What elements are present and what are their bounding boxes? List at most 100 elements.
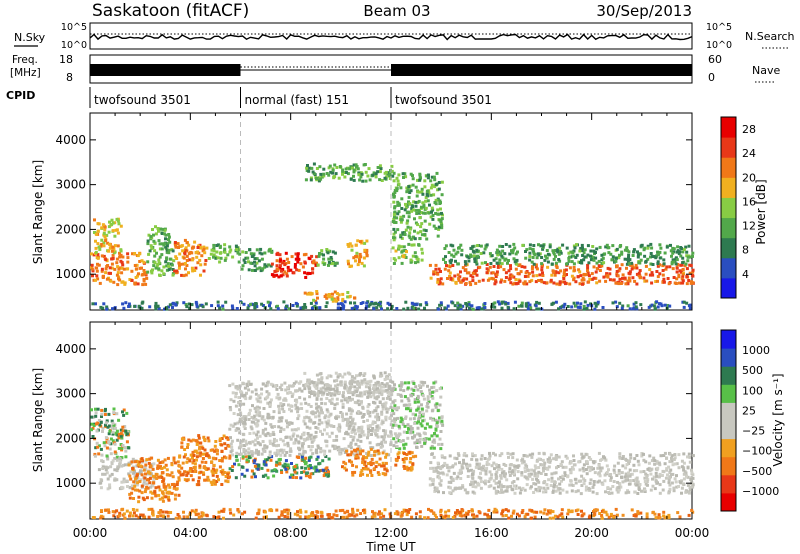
data-cell <box>467 256 471 259</box>
data-cell <box>315 167 319 170</box>
data-cell <box>425 422 429 426</box>
data-cell <box>327 470 330 474</box>
data-cell <box>369 454 373 457</box>
data-cell <box>487 462 491 466</box>
data-cell <box>250 390 254 394</box>
data-cell <box>361 457 365 461</box>
data-cell <box>432 385 436 389</box>
data-cell <box>594 251 597 254</box>
data-cell <box>352 170 356 174</box>
data-cell <box>429 193 433 197</box>
data-cell <box>255 424 259 428</box>
data-cell <box>500 306 504 310</box>
data-cell <box>506 261 509 265</box>
data-cell <box>204 259 208 262</box>
data-cell <box>594 276 598 280</box>
data-cell <box>604 458 608 462</box>
data-cell <box>633 279 637 283</box>
data-cell <box>207 257 211 260</box>
data-cell <box>231 465 235 469</box>
data-cell <box>230 439 234 443</box>
data-cell <box>281 450 285 454</box>
data-cell <box>362 433 366 437</box>
data-cell <box>121 263 125 267</box>
data-cell <box>341 168 345 172</box>
data-cell <box>464 282 468 285</box>
data-cell <box>261 382 265 386</box>
cpid-segment-label: twofsound 3501 <box>94 93 191 107</box>
data-cell <box>333 447 337 451</box>
data-cell <box>244 256 248 260</box>
data-cell <box>542 281 546 285</box>
data-cell <box>338 447 341 451</box>
data-cell <box>288 453 292 457</box>
data-cell <box>251 254 255 258</box>
data-cell <box>385 389 389 392</box>
data-cell <box>189 250 193 254</box>
data-cell <box>397 246 401 250</box>
data-cell <box>600 262 604 265</box>
data-cell <box>265 383 269 387</box>
data-cell <box>285 304 288 308</box>
data-cell <box>514 252 518 256</box>
data-cell <box>688 271 692 275</box>
data-cell <box>216 449 219 453</box>
data-cell <box>100 254 104 258</box>
data-cell <box>330 297 334 301</box>
data-cell <box>303 462 307 466</box>
data-cell <box>96 229 100 233</box>
data-cell <box>397 439 401 443</box>
data-cell <box>490 276 494 280</box>
data-cell <box>585 472 589 476</box>
data-cell <box>281 439 285 443</box>
data-cell <box>289 447 293 451</box>
data-cell <box>479 244 483 248</box>
data-cell <box>332 387 336 391</box>
data-cell <box>483 468 487 472</box>
data-cell <box>393 215 396 219</box>
data-cell <box>211 467 215 471</box>
data-cell <box>635 282 639 286</box>
data-cell <box>292 468 296 472</box>
data-cell <box>400 399 404 403</box>
data-cell <box>501 249 505 253</box>
data-cell <box>402 214 406 218</box>
data-cell <box>617 269 621 273</box>
data-cell <box>361 461 365 464</box>
data-cell <box>119 434 123 438</box>
data-cell <box>113 478 117 482</box>
data-cell <box>228 456 232 460</box>
data-cell <box>245 468 249 472</box>
data-cell <box>287 403 290 407</box>
data-cell <box>685 301 689 305</box>
data-cell <box>672 247 676 251</box>
data-cell <box>523 280 527 284</box>
data-cell <box>586 271 590 275</box>
data-cell <box>97 419 101 422</box>
data-cell <box>195 302 199 306</box>
data-cell <box>266 416 270 420</box>
data-cell <box>295 268 299 272</box>
data-cell <box>271 415 275 419</box>
data-cell <box>347 408 351 412</box>
data-cell <box>621 480 625 484</box>
data-cell <box>188 459 192 463</box>
data-cell <box>147 252 151 256</box>
data-cell <box>559 251 563 255</box>
data-cell <box>548 245 552 249</box>
data-cell <box>167 235 171 239</box>
data-cell <box>272 440 276 443</box>
data-cell <box>449 475 453 479</box>
data-cell <box>362 413 366 416</box>
data-cell <box>676 245 680 249</box>
data-cell <box>103 472 107 476</box>
data-cell <box>426 173 430 177</box>
data-cell <box>303 422 307 426</box>
data-cell <box>615 272 619 276</box>
data-cell <box>402 403 406 407</box>
data-cell <box>314 402 318 406</box>
data-cell <box>646 257 650 261</box>
data-cell <box>258 411 262 415</box>
data-cell <box>676 263 680 266</box>
data-cell <box>475 244 479 248</box>
